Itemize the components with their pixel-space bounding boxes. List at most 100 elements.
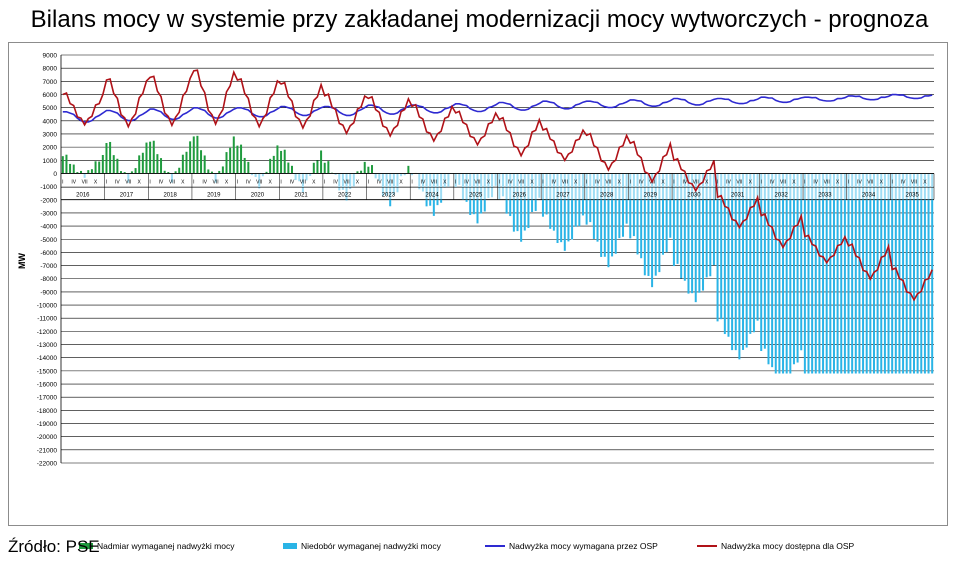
surplus-bar [225, 152, 228, 174]
month-label: VII [213, 179, 219, 185]
deficit-bar [712, 173, 715, 266]
month-label: I [630, 179, 631, 185]
deficit-bar [767, 173, 770, 365]
deficit-bar [636, 173, 639, 255]
month-label: X [836, 179, 840, 185]
deficit-bar [749, 173, 752, 334]
deficit-bar [611, 173, 614, 257]
y-tick-label: -10000 [37, 303, 58, 310]
year-label: 2020 [251, 192, 265, 198]
chart-frame: 2016 I IV VII X 2017 I IV VII X 2018 I IV VII X 2019 I IV… [8, 42, 948, 551]
deficit-bar [807, 173, 810, 374]
surplus-bar [236, 145, 239, 174]
year-label: 2023 [382, 192, 396, 198]
deficit-bar [647, 173, 650, 276]
year-label: 2021 [294, 192, 308, 198]
surplus-bar [240, 144, 243, 174]
surplus-bar [232, 136, 235, 174]
deficit-bar [760, 173, 763, 351]
y-tick-label: -9000 [40, 289, 57, 296]
month-label: IV [595, 179, 600, 185]
deficit-bar [851, 173, 854, 374]
deficit-bar [629, 173, 632, 239]
surplus-bar [130, 171, 133, 174]
surplus-bar [163, 170, 166, 174]
surplus-bar [243, 157, 246, 174]
deficit-bar [738, 173, 741, 360]
year-label: 2030 [687, 192, 701, 198]
y-tick-label: 1000 [43, 158, 58, 165]
surplus-bar [141, 152, 144, 174]
month-label: X [661, 179, 665, 185]
surplus-bar [116, 158, 119, 174]
month-label: X [574, 179, 578, 185]
surplus-bar [156, 154, 159, 174]
month-label: I [761, 179, 762, 185]
deficit-bar [563, 173, 566, 251]
month-label: I [149, 179, 150, 185]
deficit-bar [771, 173, 774, 368]
deficit-bar [687, 173, 690, 294]
month-label: I [368, 179, 369, 185]
month-label: IV [159, 179, 164, 185]
month-label: X [356, 179, 360, 185]
deficit-bar [640, 173, 643, 259]
surplus-bar [101, 154, 104, 174]
month-label: I [280, 179, 281, 185]
deficit-bar [567, 173, 570, 242]
y-tick-label: -18000 [37, 408, 58, 415]
month-label: VII [82, 179, 88, 185]
deficit-bar [618, 173, 621, 239]
year-label: 2022 [338, 192, 352, 198]
month-label: X [487, 179, 491, 185]
month-label: I [673, 179, 674, 185]
y-tick-label: -3000 [40, 210, 57, 217]
deficit-bar [756, 173, 759, 321]
deficit-bar [632, 173, 635, 237]
month-label: VII [256, 179, 262, 185]
deficit-bar [691, 173, 694, 294]
deficit-bar [702, 173, 705, 291]
month-label: I [324, 179, 325, 185]
deficit-bar [731, 173, 734, 351]
surplus-bar [149, 141, 152, 174]
surplus-bar [283, 149, 286, 174]
month-label: IV [726, 179, 731, 185]
month-label: IV [421, 179, 426, 185]
surplus-bar [360, 170, 363, 174]
y-tick-label: -11000 [37, 316, 57, 323]
month-label: IV [246, 179, 251, 185]
month-label: IV [901, 179, 906, 185]
required-surplus-line [62, 93, 933, 123]
year-label: 2028 [600, 192, 614, 198]
surplus-bar [145, 142, 148, 174]
deficit-bar [814, 173, 817, 374]
y-tick-label: 3000 [43, 131, 58, 138]
deficit-bar [600, 173, 603, 257]
deficit-bar [720, 173, 723, 320]
surplus-bar [178, 167, 181, 174]
y-tick-label: -4000 [40, 224, 57, 231]
deficit-bar [854, 173, 857, 374]
surplus-bar [80, 170, 83, 174]
year-label: 2026 [513, 192, 527, 198]
surplus-bar [192, 136, 195, 174]
deficit-bar [894, 173, 897, 374]
legend-label-required: Nadwyżka mocy wymagana przez OSP [509, 541, 658, 551]
surplus-bar [210, 171, 213, 174]
deficit-bar [887, 173, 890, 374]
surplus-bar [76, 172, 79, 174]
y-tick-label: 9000 [43, 53, 58, 60]
year-label: 2035 [905, 192, 919, 198]
month-label: VII [780, 179, 786, 185]
deficit-bar [709, 173, 712, 277]
surplus-bar [287, 162, 290, 174]
y-tick-label: 5000 [43, 105, 58, 112]
deficit-bar [596, 173, 599, 242]
y-tick-label: -6000 [40, 250, 57, 257]
surplus-bar [94, 161, 97, 174]
deficit-bar [789, 173, 792, 374]
surplus-bar [61, 156, 64, 174]
month-label: I [542, 179, 543, 185]
